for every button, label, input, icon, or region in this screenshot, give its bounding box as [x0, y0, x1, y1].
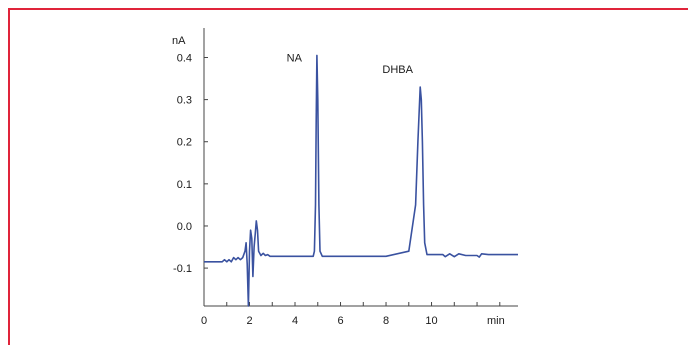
y-ticks: 0.4 0.3 0.2 0.1 0.0 -0.1	[173, 52, 208, 275]
y-tick-label: 0.2	[177, 137, 192, 149]
x-tick-label: 4	[292, 315, 298, 327]
peak-labels: NA DHBA	[287, 52, 414, 75]
x-ticks: 0 2 4 6 8 10	[201, 302, 501, 327]
frame-left-border	[8, 8, 10, 345]
peak-label: DHBA	[382, 64, 413, 76]
x-tick-label: 10	[425, 315, 437, 327]
x-axis-label: min	[487, 315, 505, 327]
axes	[203, 28, 518, 307]
y-axis-label: nA	[172, 35, 186, 47]
y-tick-label: 0.3	[177, 95, 192, 107]
frame-top-border	[8, 8, 688, 10]
y-tick-label: 0.4	[177, 52, 192, 64]
y-tick-label: 0.0	[177, 221, 192, 233]
chromatogram-trace	[204, 54, 518, 307]
x-tick-label: 6	[337, 315, 343, 327]
peak-label: NA	[287, 52, 303, 64]
y-tick-label: -0.1	[173, 263, 192, 275]
y-tick-label: 0.1	[177, 179, 192, 191]
x-tick-label: 2	[246, 315, 252, 327]
x-tick-label: 8	[383, 315, 389, 327]
x-tick-label: 0	[201, 315, 207, 327]
